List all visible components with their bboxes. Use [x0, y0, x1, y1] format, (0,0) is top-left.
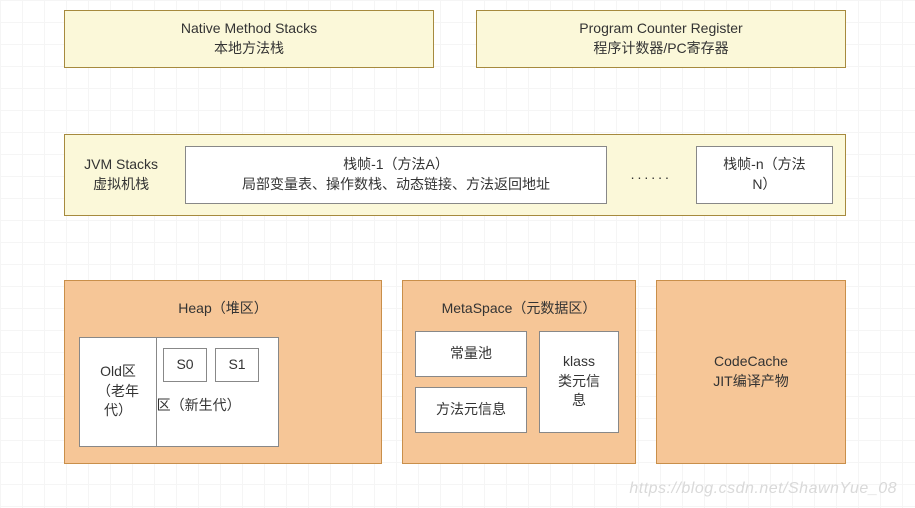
jvm-stacks-label: JVM Stacks 虚拟机栈 [77, 155, 165, 194]
klass-line3: 息 [572, 391, 586, 411]
codecache-line2: JIT编译产物 [713, 372, 788, 392]
stack-frame-dots: ...... [627, 165, 676, 185]
heap-title: Heap（堆区） [73, 299, 373, 319]
klass-line2: 类元信 [558, 372, 600, 392]
method-meta-box: 方法元信息 [415, 387, 527, 433]
native-method-stacks-title: Native Method Stacks [181, 19, 317, 39]
s0-box: S0 [163, 348, 207, 382]
stack-frame-n-line1: 栈帧-n（方法 [723, 155, 805, 175]
old-line2: （老年 [97, 382, 139, 402]
klass-box: klass 类元信 息 [539, 331, 619, 433]
old-line3: 代） [104, 401, 132, 421]
stack-frame-n-line2: N） [752, 175, 776, 195]
metaspace-title: MetaSpace（元数据区） [415, 299, 623, 319]
jvm-stacks-label-line2: 虚拟机栈 [77, 175, 165, 195]
metaspace-box: MetaSpace（元数据区） 常量池 方法元信息 klass 类元信 息 [402, 280, 636, 464]
pc-register-title: Program Counter Register [579, 19, 742, 39]
native-method-stacks-subtitle: 本地方法栈 [214, 39, 284, 59]
metaspace-inner: 常量池 方法元信息 klass 类元信 息 [415, 331, 623, 433]
codecache-box: CodeCache JIT编译产物 [656, 280, 846, 464]
const-pool-box: 常量池 [415, 331, 527, 377]
klass-line1: klass [563, 352, 595, 372]
old-gen-box: Old区 （老年 代） [79, 337, 157, 447]
native-method-stacks-box: Native Method Stacks 本地方法栈 [64, 10, 434, 68]
jvm-stacks-label-line1: JVM Stacks [77, 155, 165, 175]
pc-register-box: Program Counter Register 程序计数器/PC寄存器 [476, 10, 846, 68]
codecache-line1: CodeCache [714, 352, 788, 372]
metaspace-left-col: 常量池 方法元信息 [415, 331, 527, 433]
pc-register-subtitle: 程序计数器/PC寄存器 [593, 39, 728, 59]
stack-frame-n-box: 栈帧-n（方法 N） [696, 146, 833, 204]
jvm-stacks-box: JVM Stacks 虚拟机栈 栈帧-1（方法A） 局部变量表、操作数栈、动态链… [64, 134, 846, 216]
s1-box: S1 [215, 348, 259, 382]
old-line1: Old区 [100, 362, 136, 382]
stack-frame-1-title: 栈帧-1（方法A） [343, 155, 449, 175]
stack-frame-1-desc: 局部变量表、操作数栈、动态链接、方法返回地址 [242, 175, 550, 195]
heap-box: Heap（堆区） Eden S0 S1 Young区（新生代） Old区 （老年… [64, 280, 382, 464]
stack-frame-1-box: 栈帧-1（方法A） 局部变量表、操作数栈、动态链接、方法返回地址 [185, 146, 607, 204]
watermark-text: https://blog.csdn.net/ShawnYue_08 [629, 480, 897, 498]
